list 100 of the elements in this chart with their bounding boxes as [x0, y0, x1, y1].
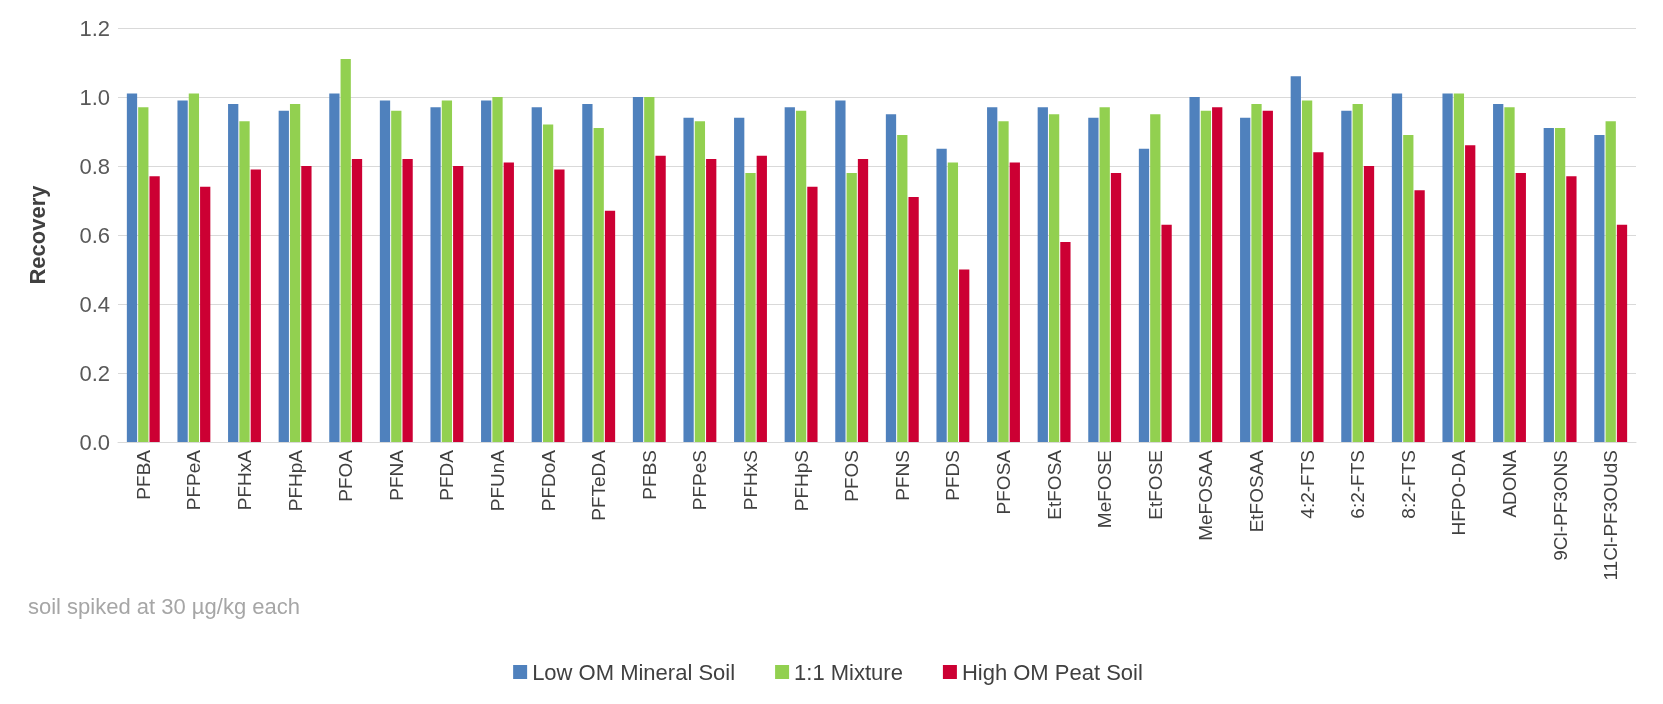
x-tick-label: PFPeA	[183, 449, 205, 511]
x-tick-label: PFNA	[385, 449, 407, 501]
x-tick-label: PFOSA	[993, 449, 1014, 515]
bar	[655, 155, 666, 442]
x-tick-label: PFHpS	[790, 450, 812, 512]
bar	[756, 155, 767, 442]
bar	[908, 197, 919, 442]
bar	[1161, 224, 1172, 442]
bar	[351, 159, 363, 442]
bar	[503, 162, 514, 442]
bar	[441, 100, 453, 442]
bar	[1290, 76, 1301, 442]
bar	[947, 162, 959, 442]
bar	[784, 107, 795, 442]
bar	[188, 93, 200, 442]
bar	[644, 97, 655, 442]
x-tick-label: PFDoA	[537, 449, 559, 512]
bar	[582, 103, 593, 442]
bar	[694, 121, 706, 442]
bar	[1048, 114, 1060, 442]
bar	[340, 59, 351, 442]
y-tick-label: 1.0	[79, 84, 110, 110]
x-tick-label: PFNS	[891, 450, 913, 501]
legend-label: 1:1 Mixture	[794, 659, 903, 685]
bar	[1189, 97, 1200, 442]
x-tick-label: PFBS	[638, 450, 660, 500]
bar	[1453, 93, 1465, 442]
legend-label: High OM Peat Soil	[961, 659, 1143, 685]
bar	[200, 186, 211, 442]
bar	[706, 159, 717, 442]
bar	[1554, 128, 1566, 442]
bar	[492, 97, 503, 442]
bar	[885, 114, 897, 442]
bar	[278, 110, 289, 442]
bar	[149, 176, 160, 442]
x-tick-label: 4:2-FTS	[1296, 450, 1318, 519]
y-tick-label: 0.4	[79, 291, 110, 317]
bar	[554, 169, 565, 442]
bar	[1200, 110, 1212, 442]
bar	[1262, 110, 1273, 442]
bar	[1150, 114, 1161, 442]
x-tick-label: 6:2-FTS	[1347, 450, 1369, 519]
bar	[1037, 107, 1048, 442]
bar	[1240, 117, 1251, 442]
bar	[1515, 172, 1526, 442]
y-tick-label: 0.2	[79, 360, 110, 386]
bar	[1009, 162, 1020, 442]
bar	[430, 107, 441, 442]
bar	[1363, 166, 1375, 442]
bar	[1138, 148, 1150, 442]
bar	[177, 100, 188, 442]
x-tick-label: PFHxA	[234, 449, 255, 511]
bar	[998, 121, 1009, 442]
bar	[1594, 134, 1605, 442]
x-tick-label: EtFOSA	[1043, 449, 1065, 520]
bar	[1605, 121, 1616, 442]
bar	[604, 210, 616, 442]
bar	[453, 166, 464, 442]
bar	[138, 107, 149, 442]
bar	[1301, 100, 1313, 442]
bar	[1341, 110, 1352, 442]
bar	[1352, 103, 1363, 442]
bar	[846, 172, 857, 442]
x-tick-label: 11Cl-PF3OUdS	[1600, 450, 1622, 581]
bar	[1060, 241, 1071, 442]
bar	[593, 128, 604, 442]
bar	[987, 107, 998, 442]
y-tick-label: 0.6	[79, 222, 110, 248]
bar	[126, 93, 138, 442]
bar	[1110, 172, 1122, 442]
bar	[807, 186, 818, 442]
bar	[228, 103, 239, 442]
bar	[1465, 145, 1476, 442]
x-tick-label: PFPeS	[689, 450, 711, 511]
bar	[289, 103, 301, 442]
bar	[542, 124, 554, 442]
bar	[1251, 103, 1262, 442]
bar	[1616, 224, 1628, 442]
bar	[734, 117, 745, 442]
bar	[531, 107, 542, 442]
bar	[857, 159, 869, 442]
x-tick-label: EtFOSE	[1144, 450, 1166, 520]
y-tick-label: 0.0	[79, 429, 110, 455]
bar	[745, 172, 756, 442]
bar	[301, 166, 312, 442]
x-tick-label: PFDS	[942, 450, 964, 501]
x-tick-label: HFPO-DA	[1448, 449, 1470, 536]
x-tick-label: 9Cl-PF3ONS	[1549, 450, 1571, 561]
x-tick-label: PFDA	[436, 449, 458, 501]
x-tick-label: ADONA	[1499, 449, 1520, 518]
bar	[329, 93, 340, 442]
bar	[897, 134, 908, 442]
bar	[1212, 107, 1223, 442]
bar	[1566, 176, 1577, 442]
x-tick-label: PFOS	[841, 450, 863, 502]
bar	[391, 110, 402, 442]
bar	[1313, 152, 1324, 442]
bar	[1442, 93, 1453, 442]
bar	[1493, 103, 1504, 442]
x-tick-label: MeFOSAA	[1195, 449, 1217, 541]
